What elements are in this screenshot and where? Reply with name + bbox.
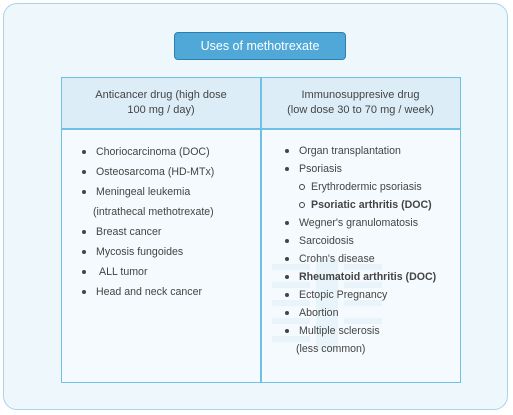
list-item: Psoriasis: [285, 160, 436, 178]
list-item: Psoriatic arthritis (DOC): [285, 196, 436, 214]
anticancer-header-line2: 100 mg / day): [127, 104, 195, 116]
list-item: Erythrodermic psoriasis: [285, 178, 436, 196]
list-item: Sarcoidosis: [285, 232, 436, 250]
immunosuppressive-list: Organ transplantation Psoriasis Erythrod…: [285, 142, 436, 358]
diagram-card: Uses of methotrexate Anticancer drug (hi…: [3, 3, 508, 410]
list-item: Crohn's disease: [285, 250, 436, 268]
list-item: ALL tumor: [82, 262, 214, 282]
column-divider: [260, 78, 262, 382]
list-item: Choriocarcinoma (DOC): [82, 142, 214, 162]
list-item: Wegner's granulomatosis: [285, 214, 436, 232]
list-item: Meningeal leukemia: [82, 182, 214, 202]
list-item: Multiple sclerosis: [285, 322, 436, 340]
list-item: Breast cancer: [82, 222, 214, 242]
header-divider: [62, 128, 460, 130]
diagram-title: Uses of methotrexate: [174, 32, 346, 60]
immunosuppressive-header: Immunosuppresive drug (low dose 30 to 70…: [261, 78, 460, 128]
watermark-logo-icon: [272, 258, 382, 350]
list-item: Organ transplantation: [285, 142, 436, 160]
list-item: (less common): [296, 343, 366, 355]
list-item: Ectopic Pregnancy: [285, 286, 436, 304]
anticancer-header: Anticancer drug (high dose 100 mg / day): [62, 78, 260, 128]
list-item: (intrathecal methotrexate): [93, 206, 214, 218]
anticancer-list: Choriocarcinoma (DOC) Osteosarcoma (HD-M…: [82, 142, 214, 302]
immunosuppressive-header-line2: (low dose 30 to 70 mg / week): [287, 104, 434, 116]
list-item: Abortion: [285, 304, 436, 322]
uses-table: Anticancer drug (high dose 100 mg / day)…: [61, 77, 461, 383]
anticancer-header-line1: Anticancer drug (high dose: [95, 89, 227, 101]
list-item: Rheumatoid arthritis (DOC): [285, 268, 436, 286]
list-item: Mycosis fungoides: [82, 242, 214, 262]
list-item: Osteosarcoma (HD-MTx): [82, 162, 214, 182]
list-item: Head and neck cancer: [82, 282, 214, 302]
immunosuppressive-header-line1: Immunosuppresive drug: [301, 89, 420, 101]
